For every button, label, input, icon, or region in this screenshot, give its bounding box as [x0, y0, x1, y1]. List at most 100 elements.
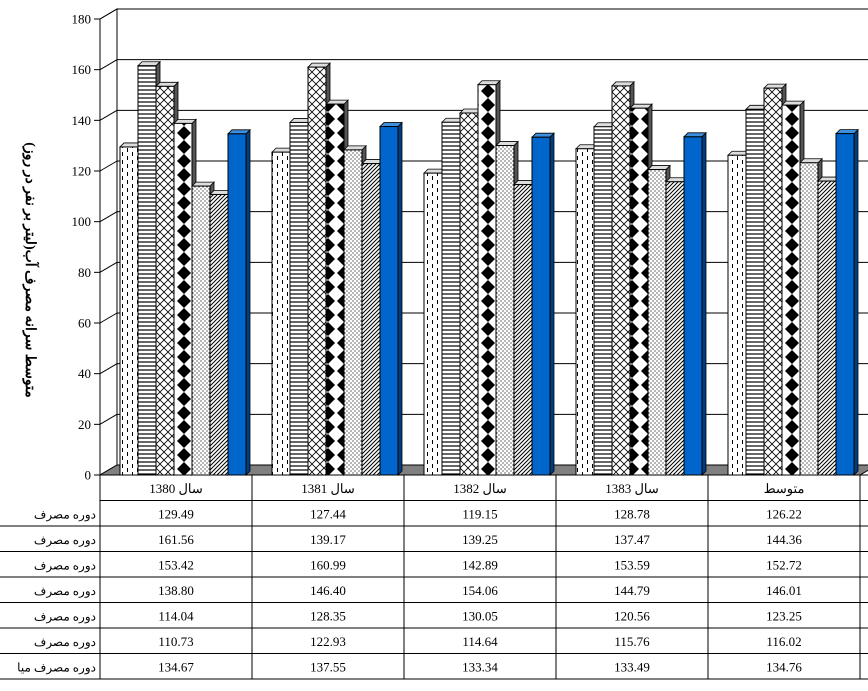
- table-cell: 133.34: [462, 659, 498, 674]
- table-header-cell: سال 1383: [605, 481, 659, 496]
- gridline-side: [99, 109, 118, 121]
- bar-top: [379, 122, 403, 127]
- bar-top: [495, 141, 519, 146]
- bar: [379, 121, 403, 476]
- bar-front: [173, 122, 193, 476]
- bar-front: [531, 136, 551, 476]
- table-row-label: دوره مصرف: [34, 533, 96, 547]
- bar-front: [611, 85, 631, 476]
- bar-front: [763, 87, 783, 476]
- bar-top: [173, 118, 197, 124]
- bar-side: [853, 128, 859, 476]
- bar-front: [423, 172, 443, 476]
- bar-front: [361, 163, 381, 476]
- bar-front: [513, 184, 533, 476]
- gridline-side: [99, 8, 118, 20]
- table-cell: 122.93: [310, 634, 346, 649]
- bar: [531, 132, 555, 476]
- table-header-cell: متوسط: [764, 481, 805, 497]
- table-cell: 116.02: [766, 634, 801, 649]
- y-tick-label: 120: [72, 164, 92, 179]
- bar-front: [271, 151, 291, 476]
- bar-top: [191, 181, 215, 187]
- y-tick-label: 0: [85, 468, 92, 483]
- bar-side: [549, 132, 555, 476]
- table-cell: 123.25: [766, 608, 802, 623]
- bar-top: [781, 100, 805, 106]
- bar-front: [817, 180, 837, 476]
- y-tick-label: 40: [78, 366, 91, 381]
- y-tick-label: 140: [72, 113, 92, 128]
- bar-front: [441, 121, 461, 476]
- bar-front: [629, 107, 649, 476]
- table-cell: 133.49: [614, 659, 650, 674]
- table-cell: 137.55: [310, 659, 346, 674]
- bar: [835, 128, 859, 476]
- gridline-side: [99, 312, 118, 324]
- bar-front: [477, 84, 497, 476]
- bar-front: [835, 133, 855, 476]
- bar-top: [307, 62, 331, 68]
- table-cell: 129.49: [158, 506, 194, 521]
- y-tick-label: 160: [72, 62, 92, 77]
- y-tick-label: 20: [78, 417, 91, 432]
- table-cell: 127.44: [310, 506, 346, 521]
- table-cell: 114.04: [158, 608, 194, 623]
- bar: [227, 128, 251, 476]
- bar-front: [799, 162, 819, 476]
- bar-front: [209, 193, 229, 476]
- bar-front: [343, 149, 363, 476]
- table-cell: 160.99: [310, 557, 346, 572]
- bar-front: [781, 104, 801, 476]
- bar-front: [191, 185, 211, 476]
- data-table: سال 1380 سال 1381 سال 1382 سال 1383 متوسط دور…: [0, 474, 868, 680]
- table-cell: 110.73: [158, 634, 193, 649]
- bar-top: [227, 129, 251, 135]
- table-cell: 139.17: [310, 532, 346, 547]
- bar-top: [611, 81, 635, 87]
- bar-front: [683, 136, 703, 476]
- bar-front: [289, 121, 309, 476]
- table-row-label: دوره مصرف میا: [17, 660, 96, 674]
- table-header-cell: سال 1382: [453, 481, 507, 496]
- table-cell: 119.15: [462, 506, 497, 521]
- bar-top: [155, 81, 179, 87]
- y-tick-label: 100: [72, 214, 92, 229]
- table-row-label: دوره مصرف: [34, 584, 96, 598]
- table-cell: 154.06: [462, 583, 498, 598]
- bar-front: [593, 126, 613, 476]
- table-cell: 146.40: [310, 583, 346, 598]
- table-cell: 115.76: [614, 634, 650, 649]
- bar-front: [727, 154, 747, 476]
- table-cell: 126.22: [766, 506, 802, 521]
- table-row-label: دوره مصرف: [34, 507, 96, 521]
- bar-side: [245, 128, 251, 476]
- table-cell: 128.78: [614, 506, 650, 521]
- bar-top: [629, 103, 653, 109]
- bar-front: [379, 126, 399, 476]
- table-header-cell: سال 1381: [301, 481, 355, 496]
- bar-top: [325, 99, 349, 105]
- table-cell: 134.76: [766, 659, 802, 674]
- table-cell: 120.56: [614, 608, 650, 623]
- bar-front: [647, 169, 667, 476]
- table-cell: 138.80: [158, 583, 194, 598]
- gridline-side: [99, 59, 118, 71]
- bar-top: [835, 129, 859, 135]
- table-cell: 130.05: [462, 608, 498, 623]
- table-cell: 161.56: [158, 532, 194, 547]
- bar-front: [325, 103, 345, 476]
- bar-front: [227, 133, 247, 476]
- y-axis-label: متوسط سرانه مصرف آب(لیتر بر نفر در روز): [22, 142, 40, 398]
- y-axis: 0 20 40 60 80 100 120 140 160 180: [72, 12, 101, 483]
- table-cell: 139.25: [462, 532, 498, 547]
- bar-top: [799, 158, 823, 164]
- table-row-label: دوره مصرف: [34, 558, 96, 572]
- table-cell: 153.42: [158, 557, 194, 572]
- table-row-label: دوره مصرف: [34, 635, 96, 649]
- bar-top: [531, 132, 555, 138]
- bar-top: [647, 165, 671, 170]
- bar-front: [459, 112, 479, 476]
- y-tick-label: 60: [78, 316, 91, 331]
- bar-top: [763, 83, 787, 89]
